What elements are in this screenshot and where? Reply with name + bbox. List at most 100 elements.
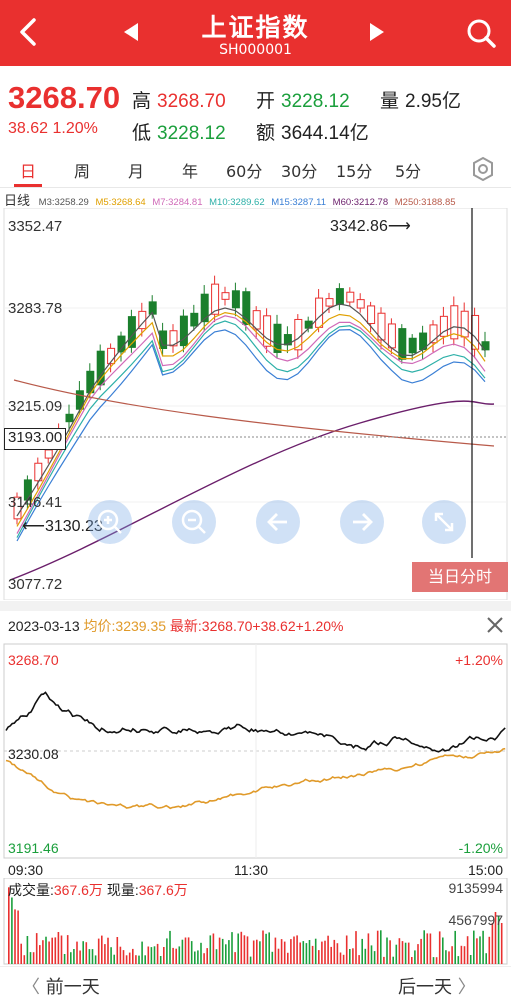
volume-bar [457,956,460,964]
volume-bar [429,933,432,964]
fullscreen-button[interactable] [422,500,466,544]
zoom-in-button[interactable] [88,500,132,544]
intraday-canvas[interactable] [0,640,511,880]
search-icon[interactable] [464,16,498,50]
chevron-right-icon: 〉 [452,977,476,998]
tab-year[interactable]: 年 [182,162,199,181]
zoom-in-icon [97,509,122,534]
kline-chart[interactable]: 3352.47 3283.78 3215.09 3146.41 3077.72 … [0,208,511,600]
triangle-left-icon[interactable] [120,20,144,44]
candle-body [263,315,272,347]
high-label: 高 [132,91,152,112]
price-change: 38.62 1.20% [8,120,98,137]
volume-bar [339,952,342,964]
amount-value: 3644.14亿 [281,123,369,144]
volume-bar [342,954,345,964]
today-intraday-button[interactable]: 当日分时 [412,562,508,592]
volume-bar [398,938,401,964]
volume-bar [259,941,261,964]
volume-bar [101,935,103,964]
candle-body [356,299,365,309]
candle-body [159,330,168,350]
candle-body [231,290,240,309]
volume-bar [349,949,351,964]
volume-bar [231,932,233,964]
volume-bar [448,951,450,964]
current-price: 3268.70 [8,80,121,115]
candle-body [377,312,386,341]
volume-bar [296,935,298,964]
time-mid: 11:30 [234,862,268,878]
volume-bar [411,957,413,964]
candle-body [335,288,344,306]
volume-bar [454,930,456,964]
crosshair-price-box: 3193.00 [4,428,67,450]
candle-body [460,310,469,338]
volume-bar [85,942,88,964]
ma-line [16,303,486,517]
volume-bar [265,933,267,964]
intraday-chart[interactable]: 3268.70 3230.08 3191.46 +1.20% -1.20% 09… [0,640,511,880]
min-price-mark: ⟵3130.23 [22,518,103,535]
volume-bar [290,939,292,964]
volume-bar [249,956,252,964]
volume-bar [352,948,354,964]
volume-bar [178,946,181,964]
volume-bar [423,930,425,964]
volume-bar [355,931,357,964]
candle-body [398,328,407,360]
volume-current-label: 现量: [106,882,139,898]
tab-15min[interactable]: 15分 [336,162,373,181]
candle-body [450,305,459,340]
candle-body [86,370,95,394]
volume-bar [79,950,81,964]
intraday-header: 2023-03-13 均价:3239.35 最新:3268.70+38.62+1… [8,616,344,636]
volume-canvas [3,878,508,965]
volume-bar [299,942,301,964]
candle-body [367,305,376,325]
scroll-left-button[interactable] [256,500,300,544]
next-day-button[interactable]: 后一天 〉 [398,973,476,999]
triangle-right-icon[interactable] [364,20,388,44]
open-cell: 开 3228.12 [256,86,350,113]
tab-month[interactable]: 月 [128,162,145,181]
prev-day-button[interactable]: 〈 前一天 [22,973,100,999]
tab-30min[interactable]: 30分 [281,162,318,181]
volume-bar [451,946,453,964]
price-line [5,691,506,753]
volume-bar [252,940,255,964]
volume-bar [150,947,153,964]
high-value: 3268.70 [157,91,226,112]
volume-bar [209,935,212,964]
volume-bar [383,956,385,964]
close-icon[interactable] [484,614,506,636]
tab-60min[interactable]: 60分 [226,162,263,181]
tab-week[interactable]: 周 [74,162,91,181]
volume-bar [401,941,404,964]
volume-bar [138,955,140,964]
zoom-out-button[interactable] [172,500,216,544]
volume-bar [476,938,478,964]
tab-5min[interactable]: 5分 [395,162,422,181]
kline-canvas[interactable] [0,208,511,600]
volume-bar [181,939,184,964]
volume-bar [485,953,487,964]
scroll-right-button[interactable] [340,500,384,544]
volume-bar [395,944,398,964]
volume-bar [500,923,503,964]
back-arrow-icon[interactable] [12,14,48,50]
volume-bar [175,948,177,964]
volume-bar [156,943,159,964]
volume-bar [107,937,109,964]
min-price-value: 3130.23 [44,518,103,535]
gear-icon[interactable] [470,156,496,182]
volume-bar [163,947,165,964]
volume-bar [305,943,308,964]
volume-bar [287,952,289,964]
volume-bar [414,950,416,964]
ma-line [16,328,486,542]
open-value: 3228.12 [281,91,350,112]
tab-day[interactable]: 日 [20,162,37,181]
volume-bar [97,938,100,964]
